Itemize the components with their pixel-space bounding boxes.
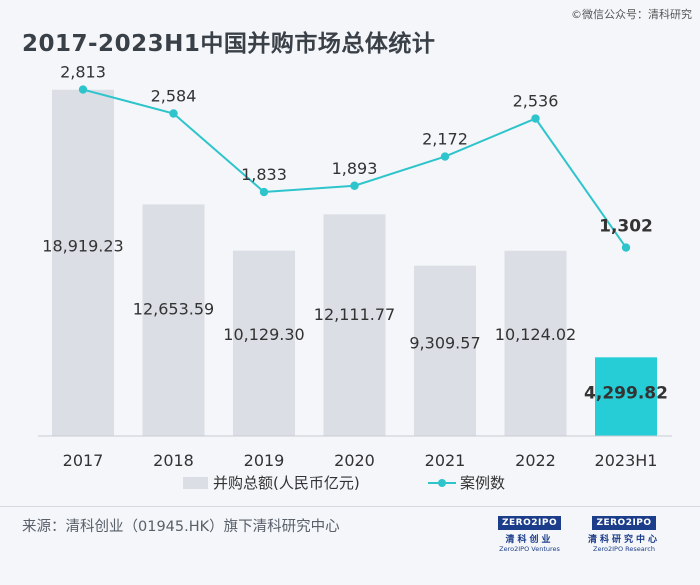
x-tick-label: 2018 xyxy=(153,451,194,470)
line-point-2021 xyxy=(440,152,450,161)
x-tick-label: 2021 xyxy=(425,451,466,470)
bar-value-label: 9,309.57 xyxy=(409,333,480,352)
x-tick-label: 2020 xyxy=(334,451,375,470)
bar-value-label: 10,124.02 xyxy=(495,325,576,344)
bar-value-label: 18,919.23 xyxy=(42,237,123,256)
x-tick-label: 2019 xyxy=(244,451,285,470)
bar-2022 xyxy=(504,250,567,436)
watermark: ©微信公众号：清科研究 xyxy=(571,8,692,21)
line-point-2019 xyxy=(259,187,269,197)
logo-cn: 清科研究中心 xyxy=(588,535,661,545)
line-point-2017 xyxy=(78,85,88,94)
bar-value-label: 12,111.77 xyxy=(314,305,395,324)
logo-en: Zero2IPO Research xyxy=(593,545,655,553)
logo-box: ZERO2IPO xyxy=(592,516,656,530)
logo-box: ZERO2IPO xyxy=(498,516,562,530)
bar-2023H1 xyxy=(595,357,657,436)
chart-canvas: 18,919.23 12,653.59 10,129.30 12,111.77 9,30… xyxy=(38,63,672,492)
bar-2019 xyxy=(233,250,295,436)
footer-divider xyxy=(0,506,700,507)
x-tick-label: 2017 xyxy=(63,451,104,470)
bar-2020 xyxy=(323,214,386,436)
zero2ipo-research-logo: ZERO2IPO 清科研究中心 Zero2IPO Research xyxy=(588,510,660,553)
line-point-2018 xyxy=(169,109,178,118)
x-tick-label: 2022 xyxy=(515,451,556,470)
legend-swatch-bar xyxy=(183,477,208,489)
bar-value-label: 4,299.82 xyxy=(584,384,668,404)
line-point-2022 xyxy=(531,114,540,123)
bar-2018 xyxy=(142,204,205,436)
legend-swatch-dot xyxy=(438,479,446,487)
bar-2017 xyxy=(52,89,114,437)
line-value-label: 1,833 xyxy=(241,165,287,184)
x-tick-label: 2023H1 xyxy=(595,451,658,470)
bar-2021 xyxy=(414,265,476,436)
source-note: 来源：清科创业（01945.HK）旗下清科研究中心 xyxy=(22,519,340,535)
chart-title: 2017-2023H1中国并购市场总体统计 xyxy=(22,31,436,57)
line-point-2023H1 xyxy=(621,243,631,252)
logo-cn: 清科创业 xyxy=(505,535,554,545)
bar-value-label: 12,653.59 xyxy=(133,300,214,319)
line-value-label: 2,584 xyxy=(151,87,197,106)
logo-en: Zero2IPO Ventures xyxy=(499,545,560,553)
zero2ipo-ventures-logo: ZERO2IPO 清科创业 Zero2IPO Ventures xyxy=(498,510,562,553)
legend-label-line: 案例数 xyxy=(460,474,505,492)
line-value-label: 2,536 xyxy=(513,92,559,111)
line-value-label: 1,893 xyxy=(332,159,378,178)
line-value-label: 2,172 xyxy=(422,130,468,149)
line-value-label: 1,302 xyxy=(599,217,653,237)
bar-value-label: 10,129.30 xyxy=(223,325,304,344)
line-point-2020 xyxy=(350,181,359,190)
line-value-label: 2,813 xyxy=(60,63,106,82)
legend-label-bar: 并购总额(人民币亿元) xyxy=(213,474,360,492)
